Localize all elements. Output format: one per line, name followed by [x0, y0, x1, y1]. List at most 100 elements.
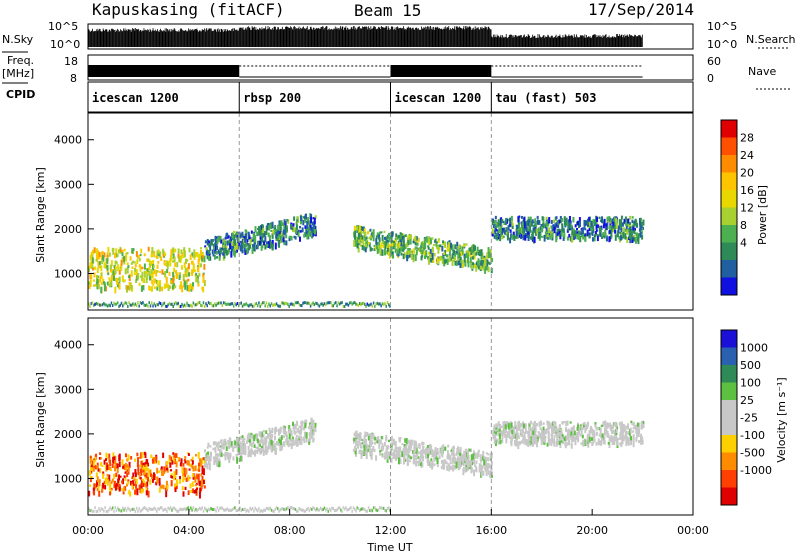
echo-cell: [576, 431, 579, 436]
echo-cell: [417, 456, 420, 459]
echo-cell: [110, 274, 113, 281]
echo-cell: [367, 435, 370, 441]
echo-cell: [304, 213, 307, 220]
ground-scatter-cell: [176, 302, 178, 306]
echo-cell: [573, 430, 576, 436]
echo-cell: [439, 244, 442, 248]
echo-cell: [195, 482, 198, 486]
echo-cell: [602, 231, 605, 238]
echo-cell: [211, 249, 214, 255]
echo-cell: [539, 434, 542, 439]
echo-cell: [540, 226, 543, 233]
echo-cell: [205, 463, 208, 468]
echo-cell: [451, 253, 454, 259]
echo-cell: [172, 253, 175, 259]
ground-scatter-cell: [317, 508, 319, 512]
echo-cell: [196, 474, 199, 480]
echo-cell: [603, 421, 606, 425]
echo-cell: [441, 245, 444, 252]
echo-cell: [461, 263, 464, 268]
ground-scatter-cell: [123, 302, 125, 306]
echo-cell: [186, 259, 189, 262]
cpid-segment-label: icescan 1200: [92, 91, 179, 105]
freq-axis-right-top: 60: [707, 55, 721, 68]
echo-cell: [455, 453, 458, 456]
echo-cell: [640, 221, 643, 227]
echo-cell: [534, 427, 537, 431]
ground-scatter-cell: [303, 509, 306, 513]
ground-scatter-cell: [106, 304, 109, 308]
echo-cell: [90, 464, 93, 468]
echo-cell: [541, 439, 544, 442]
echo-cell: [370, 247, 373, 251]
echo-cell: [515, 230, 518, 237]
echo-cell: [193, 249, 196, 254]
echo-cell: [299, 435, 302, 441]
ground-scatter-cell: [156, 303, 158, 307]
echo-cell: [474, 455, 477, 459]
echo-cell: [165, 276, 168, 283]
echo-cell: [622, 231, 625, 239]
ground-scatter-cell: [307, 506, 309, 510]
echo-cell: [498, 433, 501, 440]
echo-cell: [385, 445, 388, 451]
echo-cell: [407, 235, 410, 238]
echo-cell: [629, 427, 632, 434]
echo-cell: [112, 247, 115, 255]
echo-cell: [153, 278, 156, 282]
echo-cell: [624, 216, 627, 221]
echo-cell: [618, 225, 621, 230]
echo-cell: [180, 254, 183, 261]
echo-cell: [192, 466, 195, 472]
echo-cell: [95, 248, 98, 255]
echo-cell: [566, 420, 569, 426]
echo-cell: [532, 227, 535, 232]
echo-cell: [121, 275, 124, 282]
echo-cell: [145, 271, 148, 274]
echo-cell: [517, 222, 520, 229]
ground-scatter-cell: [103, 509, 105, 513]
echo-cell: [480, 260, 483, 266]
echo-cell: [153, 281, 156, 284]
echo-cell: [588, 216, 591, 221]
echo-cell: [88, 490, 91, 497]
echo-cell: [632, 427, 635, 430]
echo-cell: [275, 231, 278, 235]
ground-scatter-cell: [277, 304, 279, 308]
echo-cell: [399, 232, 402, 235]
echo-cell: [126, 266, 129, 274]
echo-cell: [139, 275, 142, 278]
echo-cell: [625, 430, 628, 437]
echo-cell: [393, 242, 396, 249]
ground-scatter-cell: [387, 303, 390, 307]
echo-cell: [224, 455, 227, 459]
echo-cell: [180, 458, 183, 464]
echo-cell: [463, 255, 466, 263]
echo-cell: [153, 457, 156, 464]
freq-block: [390, 65, 492, 77]
echo-cell: [419, 246, 422, 252]
echo-cell: [487, 457, 490, 461]
echo-cell: [420, 450, 423, 457]
echo-cell: [203, 485, 206, 489]
echo-cell: [354, 229, 357, 234]
echo-cell: [401, 451, 404, 458]
ground-scatter-cell: [99, 509, 101, 513]
echo-cell: [420, 256, 423, 261]
echo-cell: [274, 447, 277, 455]
ground-scatter-cell: [230, 509, 232, 513]
echo-cell: [114, 458, 117, 465]
echo-cell: [152, 283, 155, 287]
echo-cell: [185, 468, 188, 475]
echo-cell: [227, 440, 230, 446]
echo-cell: [480, 249, 483, 256]
echo-cell: [592, 441, 595, 444]
echo-cell: [378, 237, 381, 243]
echo-cell: [510, 233, 513, 238]
echo-cell: [452, 445, 455, 450]
echo-cell: [260, 445, 263, 450]
ground-scatter-cell: [217, 301, 220, 305]
echo-cell: [484, 466, 487, 470]
echo-cell: [512, 433, 515, 440]
echo-cell: [474, 464, 477, 467]
